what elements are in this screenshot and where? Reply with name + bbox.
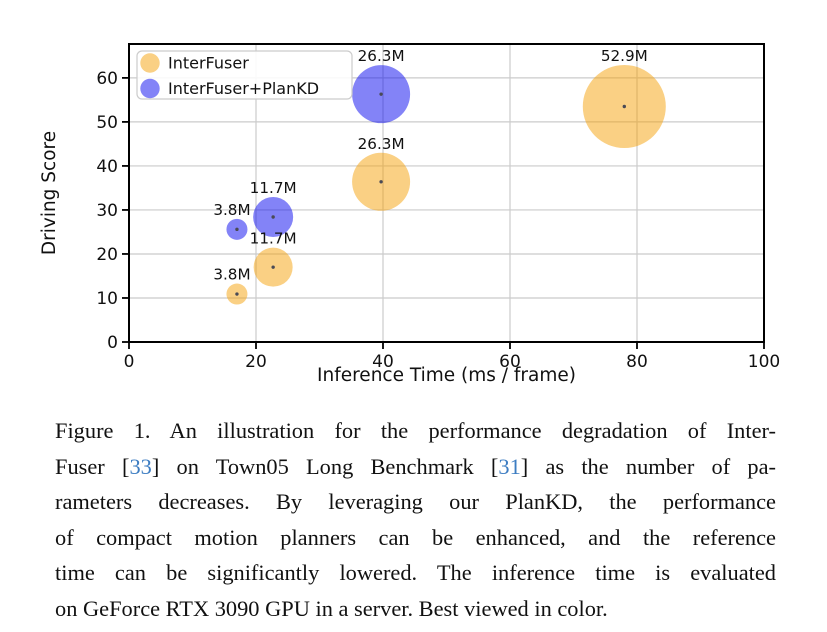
caption-text: ] on Town05 Long Benchmark [: [151, 453, 499, 479]
caption-text: of compact motion planners can be enhanc…: [55, 524, 776, 550]
x-tick-label: 40: [372, 352, 394, 372]
bubble-center-dot: [235, 292, 239, 296]
y-tick-label: 0: [107, 333, 118, 353]
y-tick-label: 10: [96, 289, 118, 309]
caption-line: Fuser [33] on Town05 Long Benchmark [31]…: [55, 449, 776, 485]
bubble-param-label: 26.3M: [358, 135, 405, 153]
x-tick-label: 100: [748, 352, 780, 372]
bubble-param-label: 26.3M: [358, 47, 405, 65]
y-tick-label: 40: [96, 157, 118, 177]
x-axis-label: Inference Time (ms / frame): [317, 365, 576, 386]
x-tick-label: 60: [499, 352, 521, 372]
citation-link[interactable]: 31: [498, 453, 521, 479]
bubble-param-label: 11.7M: [250, 179, 297, 197]
bubble-chart-container: 3.8M 11.7M 26.3M 52.9M 3.8M 11.7M 26.3M 0 20 40 60…: [39, 43, 780, 386]
y-tick-label: 20: [96, 245, 118, 265]
legend-label-1: InterFuser: [168, 54, 249, 73]
bubble-param-label: 3.8M: [213, 201, 250, 219]
y-tick-label: 30: [96, 201, 118, 221]
y-tick-label: 50: [96, 113, 118, 133]
bubble-center-dot: [271, 265, 275, 269]
bubble-param-label: 11.7M: [250, 230, 297, 248]
y-axis-label: Driving Score: [39, 131, 60, 255]
caption-text: ] as the number of pa-: [520, 453, 777, 479]
caption-text: on GeForce RTX 3090 GPU in a server. Bes…: [55, 595, 608, 621]
bubble-param-label: 52.9M: [601, 47, 648, 65]
caption-text: rameters decreases. By leveraging our Pl…: [55, 489, 776, 514]
bubble-center-dot: [622, 104, 626, 109]
x-tick-label: 80: [626, 352, 648, 372]
caption-text: Fuser [: [55, 453, 130, 479]
legend-box: [136, 50, 353, 100]
caption-line: Figure 1. An illustration for the perfor…: [55, 413, 776, 449]
plot-frame: [128, 43, 765, 343]
bubble-center-dot: [271, 215, 275, 219]
bubble-param-label: 3.8M: [213, 266, 250, 284]
figure-caption: Figure 1. An illustration for the perfor…: [55, 413, 776, 626]
caption-text: time can be significantly lowered. The i…: [55, 560, 776, 585]
bubble-center-dot: [379, 92, 383, 96]
citation-link[interactable]: 33: [129, 453, 152, 479]
legend-swatch-1: [140, 53, 160, 73]
legend-swatch-2: [140, 78, 160, 99]
caption-line: of compact motion planners can be enhanc…: [55, 520, 776, 556]
bubble-center-dot: [235, 227, 239, 232]
legend-label-2: InterFuser+PlanKD: [168, 79, 319, 98]
x-tick-label: 0: [124, 352, 135, 372]
bubble-center-dot: [379, 180, 383, 184]
caption-line: rameters decreases. By leveraging our Pl…: [55, 484, 776, 520]
caption-line: time can be significantly lowered. The i…: [55, 555, 776, 591]
y-tick-label: 60: [96, 69, 118, 89]
caption-line: on GeForce RTX 3090 GPU in a server. Bes…: [55, 591, 776, 627]
caption-text: Figure 1. An illustration for the perfor…: [55, 418, 776, 443]
x-tick-label: 20: [245, 352, 267, 372]
